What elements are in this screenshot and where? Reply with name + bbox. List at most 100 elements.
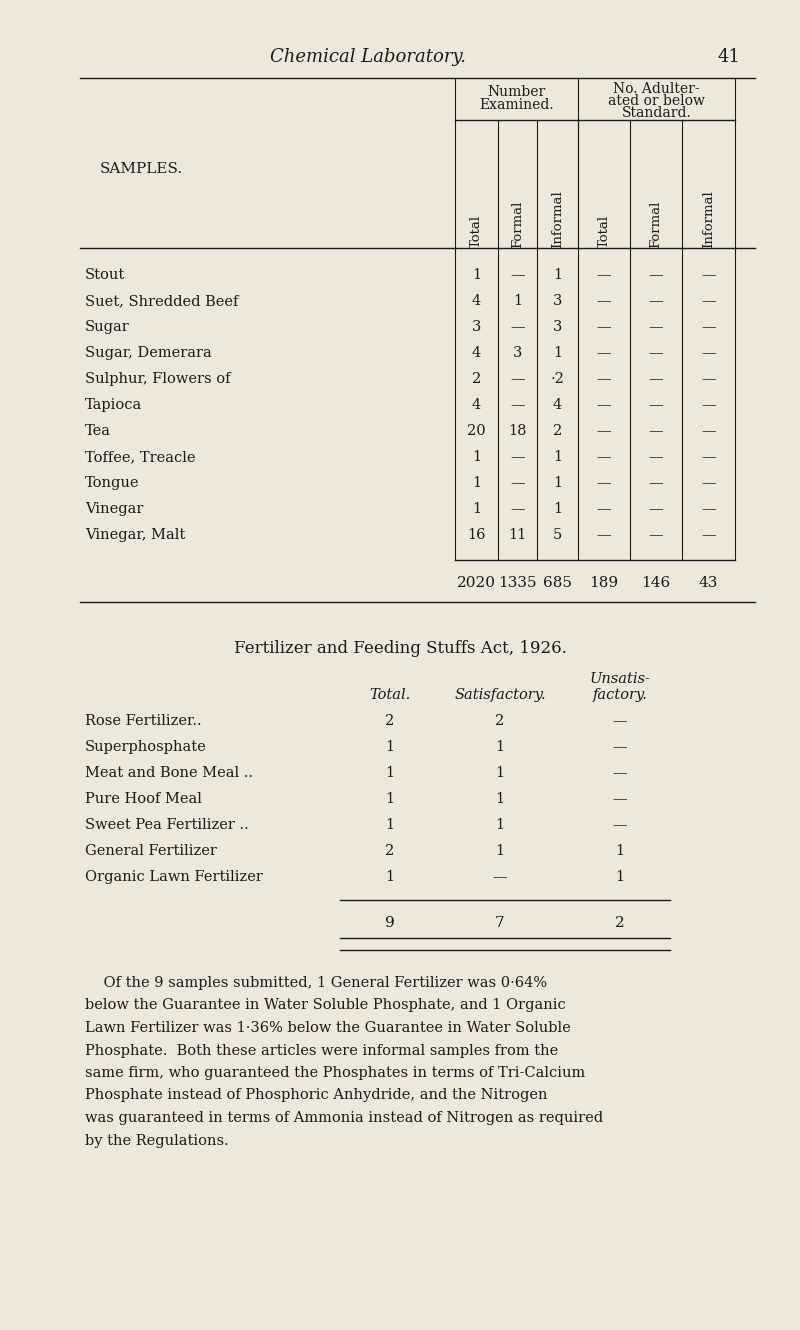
Text: Formal: Formal — [511, 201, 524, 247]
Text: Chemical Laboratory.: Chemical Laboratory. — [270, 48, 466, 66]
Text: —: — — [649, 372, 663, 386]
Text: No. Adulter-: No. Adulter- — [613, 82, 700, 96]
Text: —: — — [597, 294, 611, 309]
Text: —: — — [597, 398, 611, 412]
Text: Sulphur, Flowers of: Sulphur, Flowers of — [85, 372, 230, 386]
Text: Informal: Informal — [702, 190, 715, 247]
Text: Vinegar, Malt: Vinegar, Malt — [85, 528, 186, 543]
Text: —: — — [597, 528, 611, 543]
Text: —: — — [613, 791, 627, 806]
Text: —: — — [701, 424, 716, 438]
Text: 4: 4 — [553, 398, 562, 412]
Text: 1: 1 — [495, 818, 505, 833]
Text: 1: 1 — [553, 501, 562, 516]
Text: —: — — [649, 528, 663, 543]
Text: —: — — [510, 372, 525, 386]
Text: —: — — [649, 424, 663, 438]
Text: —: — — [649, 346, 663, 360]
Text: 4: 4 — [472, 346, 481, 360]
Text: Phosphate.  Both these articles were informal samples from the: Phosphate. Both these articles were info… — [85, 1044, 558, 1057]
Text: 1335: 1335 — [498, 576, 537, 591]
Text: —: — — [701, 269, 716, 282]
Text: General Fertilizer: General Fertilizer — [85, 845, 217, 858]
Text: 1: 1 — [553, 346, 562, 360]
Text: 685: 685 — [543, 576, 572, 591]
Text: 2: 2 — [386, 714, 394, 728]
Text: Tongue: Tongue — [85, 476, 139, 489]
Text: 1: 1 — [553, 476, 562, 489]
Text: 1: 1 — [386, 818, 394, 833]
Text: 9: 9 — [385, 916, 395, 930]
Text: Phosphate instead of Phosphoric Anhydride, and the Nitrogen: Phosphate instead of Phosphoric Anhydrid… — [85, 1088, 547, 1103]
Text: Of the 9 samples submitted, 1 General Fertilizer was 0·64%: Of the 9 samples submitted, 1 General Fe… — [85, 976, 547, 990]
Text: 3: 3 — [513, 346, 522, 360]
Text: Sugar: Sugar — [85, 321, 130, 334]
Text: 1: 1 — [386, 791, 394, 806]
Text: —: — — [510, 501, 525, 516]
Text: 2: 2 — [553, 424, 562, 438]
Text: —: — — [613, 714, 627, 728]
Text: 3: 3 — [553, 321, 562, 334]
Text: Tea: Tea — [85, 424, 111, 438]
Text: factory.: factory. — [593, 688, 647, 702]
Text: by the Regulations.: by the Regulations. — [85, 1133, 229, 1148]
Text: Vinegar: Vinegar — [85, 501, 143, 516]
Text: —: — — [613, 818, 627, 833]
Text: —: — — [597, 424, 611, 438]
Text: —: — — [597, 269, 611, 282]
Text: Total: Total — [470, 215, 483, 247]
Text: —: — — [701, 398, 716, 412]
Text: 1: 1 — [472, 476, 481, 489]
Text: —: — — [597, 501, 611, 516]
Text: Unsatis-: Unsatis- — [590, 672, 650, 686]
Text: —: — — [597, 450, 611, 464]
Text: 1: 1 — [615, 870, 625, 884]
Text: Standard.: Standard. — [622, 106, 691, 120]
Text: —: — — [701, 476, 716, 489]
Text: —: — — [701, 321, 716, 334]
Text: Rose Fertilizer..: Rose Fertilizer.. — [85, 714, 202, 728]
Text: Sweet Pea Fertilizer ..: Sweet Pea Fertilizer .. — [85, 818, 249, 833]
Text: 189: 189 — [590, 576, 618, 591]
Text: 11: 11 — [508, 528, 526, 543]
Text: —: — — [701, 372, 716, 386]
Text: same firm, who guaranteed the Phosphates in terms of Tri-Calcium: same firm, who guaranteed the Phosphates… — [85, 1067, 586, 1080]
Text: was guaranteed in terms of Ammonia instead of Nitrogen as required: was guaranteed in terms of Ammonia inste… — [85, 1111, 603, 1125]
Text: 1: 1 — [495, 739, 505, 754]
Text: —: — — [510, 398, 525, 412]
Text: 1: 1 — [553, 269, 562, 282]
Text: —: — — [649, 269, 663, 282]
Text: 3: 3 — [553, 294, 562, 309]
Text: Pure Hoof Meal: Pure Hoof Meal — [85, 791, 202, 806]
Text: 1: 1 — [386, 870, 394, 884]
Text: —: — — [613, 739, 627, 754]
Text: Number: Number — [487, 85, 546, 98]
Text: 2: 2 — [386, 845, 394, 858]
Text: —: — — [649, 398, 663, 412]
Text: —: — — [649, 501, 663, 516]
Text: Fertilizer and Feeding Stuffs Act, 1926.: Fertilizer and Feeding Stuffs Act, 1926. — [234, 640, 566, 657]
Text: 16: 16 — [467, 528, 486, 543]
Text: —: — — [510, 269, 525, 282]
Text: Tapioca: Tapioca — [85, 398, 142, 412]
Text: —: — — [649, 450, 663, 464]
Text: —: — — [613, 766, 627, 779]
Text: Toffee, Treacle: Toffee, Treacle — [85, 450, 195, 464]
Text: —: — — [510, 321, 525, 334]
Text: Examined.: Examined. — [479, 98, 554, 112]
Text: —: — — [597, 321, 611, 334]
Text: —: — — [649, 321, 663, 334]
Text: —: — — [510, 476, 525, 489]
Text: 2: 2 — [495, 714, 505, 728]
Text: 1: 1 — [472, 501, 481, 516]
Text: 1: 1 — [386, 766, 394, 779]
Text: —: — — [597, 476, 611, 489]
Text: Sugar, Demerara: Sugar, Demerara — [85, 346, 212, 360]
Text: —: — — [701, 528, 716, 543]
Text: 41: 41 — [718, 48, 741, 66]
Text: —: — — [597, 346, 611, 360]
Text: Organic Lawn Fertilizer: Organic Lawn Fertilizer — [85, 870, 263, 884]
Text: —: — — [701, 346, 716, 360]
Text: 4: 4 — [472, 294, 481, 309]
Text: —: — — [649, 476, 663, 489]
